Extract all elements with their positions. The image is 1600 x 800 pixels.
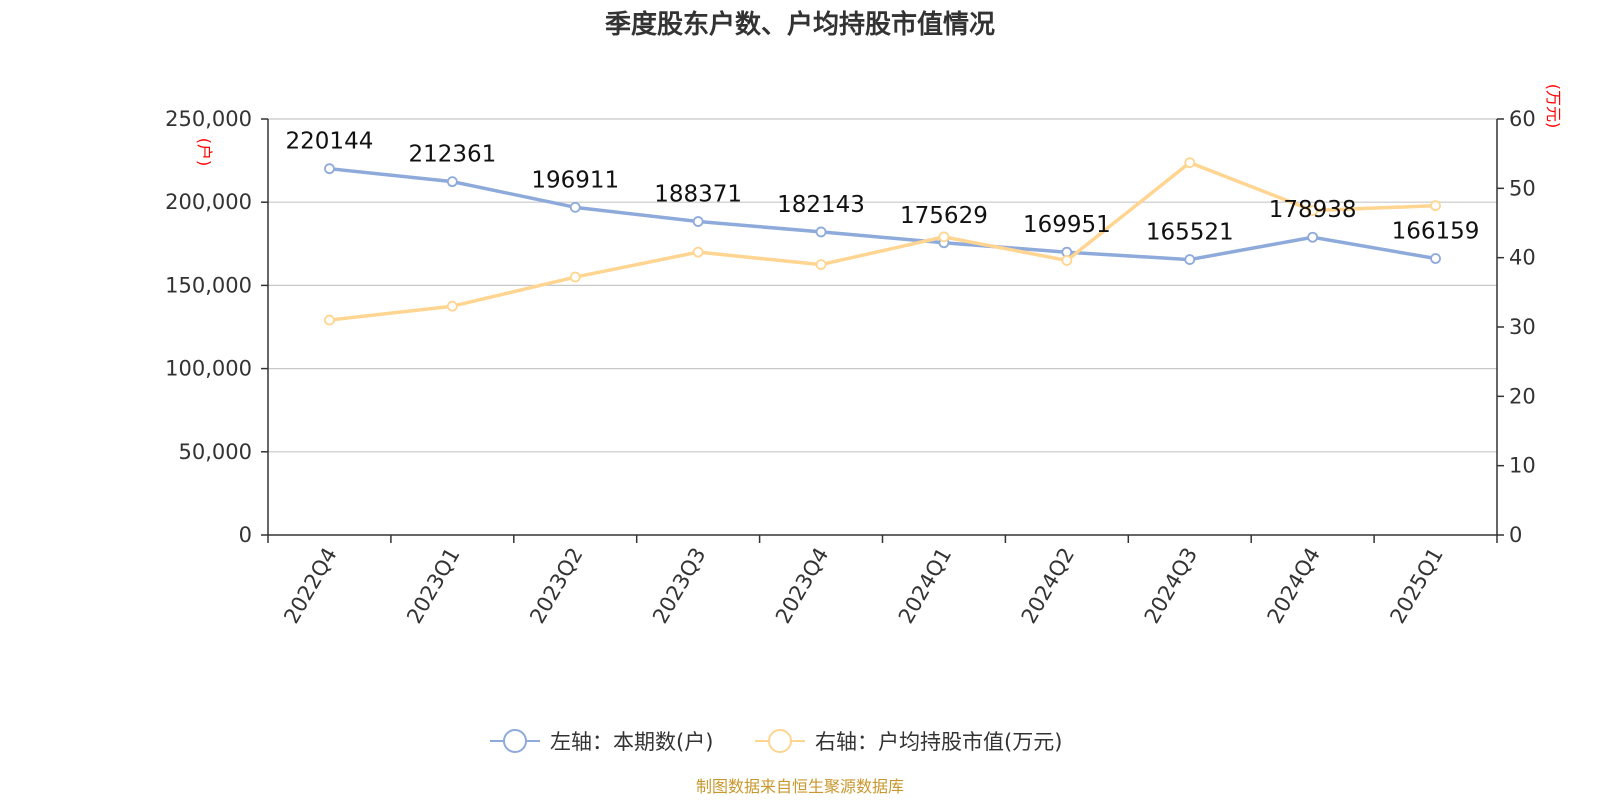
legend-circle-icon — [503, 729, 527, 753]
x-tick-label: 2023Q1 — [402, 544, 464, 628]
legend-item-right-series[interactable]: 右轴：户均持股市值(万元) — [755, 729, 1062, 754]
left-tick-label: 50,000 — [179, 440, 252, 464]
data-label: 188371 — [654, 182, 742, 208]
series-point — [569, 271, 581, 283]
data-label: 166159 — [1392, 219, 1480, 245]
series-point — [1184, 254, 1196, 265]
data-label: 182143 — [777, 192, 865, 218]
legend-item-left-series[interactable]: 左轴：本期数(户) — [490, 729, 713, 754]
series-point — [324, 163, 335, 175]
x-tick-label: 2023Q4 — [771, 544, 833, 628]
right-tick-label: 0 — [1509, 523, 1522, 547]
right-tick-label: 10 — [1509, 454, 1536, 478]
series-point — [815, 226, 827, 238]
series-point — [446, 300, 458, 312]
x-axis-ticks: 2022Q4 2023Q1 2023Q2 2023Q3 2023Q4 2024Q1 2024… — [267, 535, 1498, 628]
right-tick-label: 20 — [1509, 384, 1536, 408]
series-layer — [324, 157, 1441, 326]
series-point — [692, 216, 704, 227]
data-label: 165521 — [1146, 220, 1234, 246]
series-line — [329, 166, 1436, 262]
right-axis-ticks: 0 10 20 30 40 50 60 — [1497, 107, 1536, 547]
data-label: 220144 — [286, 129, 374, 155]
left-tick-label: 0 — [239, 523, 252, 547]
left-tick-label: 100,000 — [165, 357, 252, 381]
left-tick-label: 250,000 — [165, 107, 252, 131]
x-tick-label: 2024Q1 — [894, 544, 956, 628]
left-axis-unit: (户) — [195, 138, 214, 167]
x-tick-label: 2025Q1 — [1385, 544, 1447, 628]
data-label: 178938 — [1269, 197, 1357, 223]
series-line — [329, 160, 1436, 322]
x-tick-label: 2022Q4 — [279, 544, 341, 628]
left-axis-ticks: 0 50,000 100,000 150,000 200,000 250,000 — [165, 107, 268, 547]
series-point — [692, 246, 704, 258]
x-tick-label: 2024Q4 — [1263, 544, 1325, 628]
right-tick-label: 60 — [1509, 107, 1536, 131]
legend-label-right-series: 右轴：户均持股市值(万元) — [815, 730, 1062, 754]
series-point — [938, 231, 950, 243]
right-axis-unit: (万元) — [1544, 84, 1563, 129]
legend-circle-icon — [768, 729, 792, 753]
data-label: 196911 — [531, 167, 619, 193]
series-point — [1430, 200, 1441, 212]
grid-lines — [268, 118, 1497, 453]
right-tick-label: 40 — [1509, 246, 1536, 270]
series-point — [815, 259, 827, 271]
series-point — [1307, 205, 1319, 216]
x-tick-label: 2023Q3 — [648, 544, 710, 628]
legend-label-left-series: 左轴：本期数(户) — [550, 730, 713, 754]
series-point — [1061, 255, 1073, 266]
x-tick-label: 2024Q2 — [1017, 544, 1079, 628]
chart-title: 季度股东户数、户均持股市值情况 — [605, 9, 995, 40]
legend[interactable]: 左轴：本期数(户) 右轴：户均持股市值(万元) — [490, 729, 1062, 754]
left-tick-label: 150,000 — [165, 273, 252, 297]
right-tick-label: 30 — [1509, 315, 1536, 339]
series-point — [1430, 253, 1441, 264]
source-note: 制图数据来自恒生聚源数据库 — [696, 777, 904, 796]
data-label-layer: 220144 212361 196911 188371 182143 175629 1699… — [286, 129, 1480, 246]
series-point — [1307, 231, 1319, 243]
series-point — [324, 314, 335, 326]
x-tick-label: 2023Q2 — [525, 544, 587, 628]
data-label: 175629 — [900, 203, 988, 229]
data-label: 169951 — [1023, 212, 1111, 238]
series-point — [1184, 157, 1196, 169]
series-point — [446, 176, 458, 188]
left-tick-label: 200,000 — [165, 190, 252, 214]
right-tick-label: 50 — [1509, 176, 1536, 200]
data-label: 212361 — [408, 142, 496, 168]
x-tick-label: 2024Q3 — [1140, 544, 1202, 628]
series-point — [569, 201, 581, 213]
